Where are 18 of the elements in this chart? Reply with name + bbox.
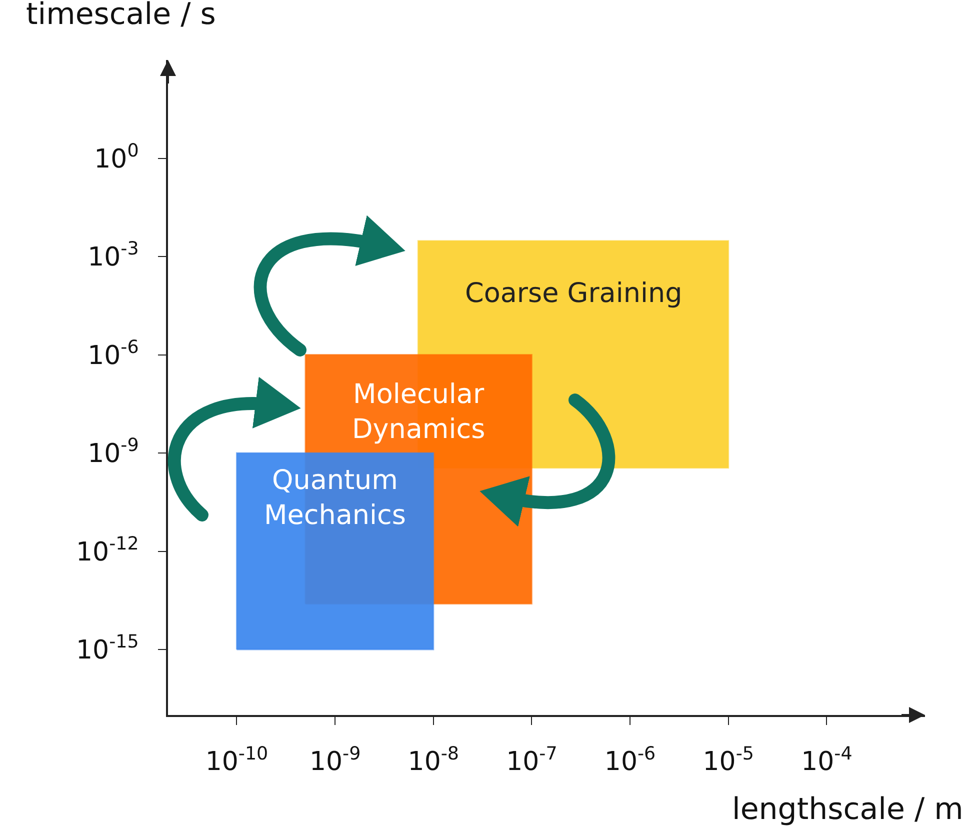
x-tick-label: 10$^{-9}$ — [309, 743, 361, 778]
series-label: Quantum Mechanics — [264, 465, 406, 532]
x-axis-title: lengthscale / m — [732, 792, 964, 827]
y-axis-title: timescale / s — [26, 0, 216, 32]
y-tick-label: 10$^{-6}$ — [88, 336, 139, 371]
x-tick-label: 10$^{-10}$ — [205, 743, 268, 778]
x-tick-label: 10$^{-4}$ — [801, 743, 852, 778]
x-tick-label: 10$^{-5}$ — [702, 743, 754, 778]
y-tick-label: 10$^{-12}$ — [76, 533, 139, 568]
y-tick-label: 10$^{-15}$ — [76, 632, 139, 666]
x-tick-label: 10$^{-7}$ — [506, 743, 558, 778]
x-tick-label: 10$^{-8}$ — [408, 743, 459, 778]
y-tick-label: 10$^{0}$ — [94, 140, 139, 174]
x-tick-label: 10$^{-6}$ — [604, 743, 656, 778]
y-tick-label: 10$^{-3}$ — [88, 238, 139, 273]
series-label: Coarse Graining — [465, 278, 682, 309]
series-label: Molecular Dynamics — [352, 379, 486, 446]
y-tick-label: 10$^{-9}$ — [88, 435, 139, 470]
